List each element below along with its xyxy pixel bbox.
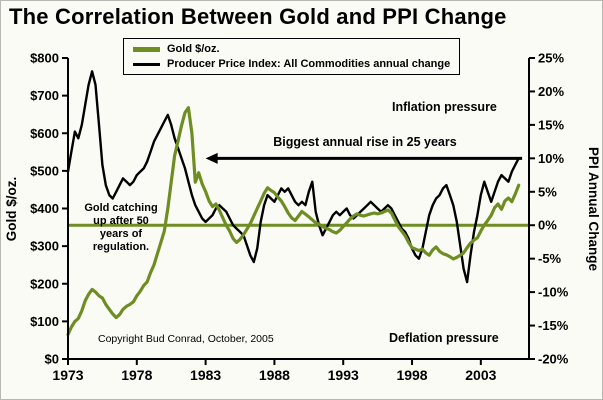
x-tick-label: 1988	[259, 367, 290, 383]
series-line-1	[66, 70, 520, 284]
right-tick-label: 15%	[538, 117, 564, 132]
biggest-rise-arrow-head	[205, 152, 218, 164]
left-tick-label: $0	[45, 352, 59, 367]
right-tick-label: -20%	[538, 352, 569, 367]
x-tick-label: 2003	[465, 367, 496, 383]
ppi-line-swatch	[133, 62, 160, 66]
legend-label-ppi: Producer Price Index: All Commodities an…	[167, 58, 451, 70]
right-tick-label: 5%	[538, 184, 557, 199]
x-tick-label: 1973	[52, 367, 83, 383]
left-tick-label: $400	[30, 201, 59, 216]
right-tick-label: 10%	[538, 151, 564, 166]
left-tick-label: $700	[30, 88, 59, 103]
right-tick-label: -10%	[538, 285, 569, 300]
copyright-note: Copyright Bud Conrad, October, 2005	[98, 333, 274, 345]
left-tick-label: $800	[30, 51, 59, 66]
left-tick-label: $500	[30, 163, 59, 178]
right-tick-label: 25%	[538, 51, 564, 66]
legend-label-gold: Gold $/oz.	[167, 43, 220, 55]
chart-title: The Correlation Between Gold and PPI Cha…	[9, 4, 507, 29]
x-tick-label: 1983	[190, 367, 221, 383]
annotation-inflation-pressure: Inflation pressure	[392, 100, 497, 114]
x-tick-label: 1993	[328, 367, 359, 383]
right-tick-label: -5%	[538, 251, 562, 266]
right-tick-label: 0%	[538, 218, 557, 233]
annotation-gold-catching-up: Gold catching up after 50 years of regul…	[84, 202, 158, 253]
x-tick-label: 1998	[396, 367, 427, 383]
annotation-deflation-pressure: Deflation pressure	[389, 331, 499, 345]
left-axis-title: Gold $/oz.	[4, 177, 19, 242]
gold-line-swatch	[133, 46, 160, 52]
left-tick-label: $200	[30, 276, 59, 291]
right-tick-label: -15%	[538, 318, 569, 333]
left-tick-label: $600	[30, 126, 59, 141]
legend: Gold $/oz. Producer Price Index: All Com…	[123, 38, 461, 75]
right-tick-label: 20%	[538, 84, 564, 99]
legend-item-ppi: Producer Price Index: All Commodities an…	[133, 58, 450, 70]
series-line-0	[66, 106, 521, 337]
left-tick-label: $300	[30, 239, 59, 254]
annotation-biggest-annual-rise: Biggest annual rise in 25 years	[273, 135, 457, 149]
x-tick-label: 1978	[121, 367, 152, 383]
left-tick-label: $100	[30, 314, 59, 329]
right-axis-title: PPI Annual Change	[586, 147, 601, 272]
legend-item-gold: Gold $/oz.	[133, 43, 450, 55]
